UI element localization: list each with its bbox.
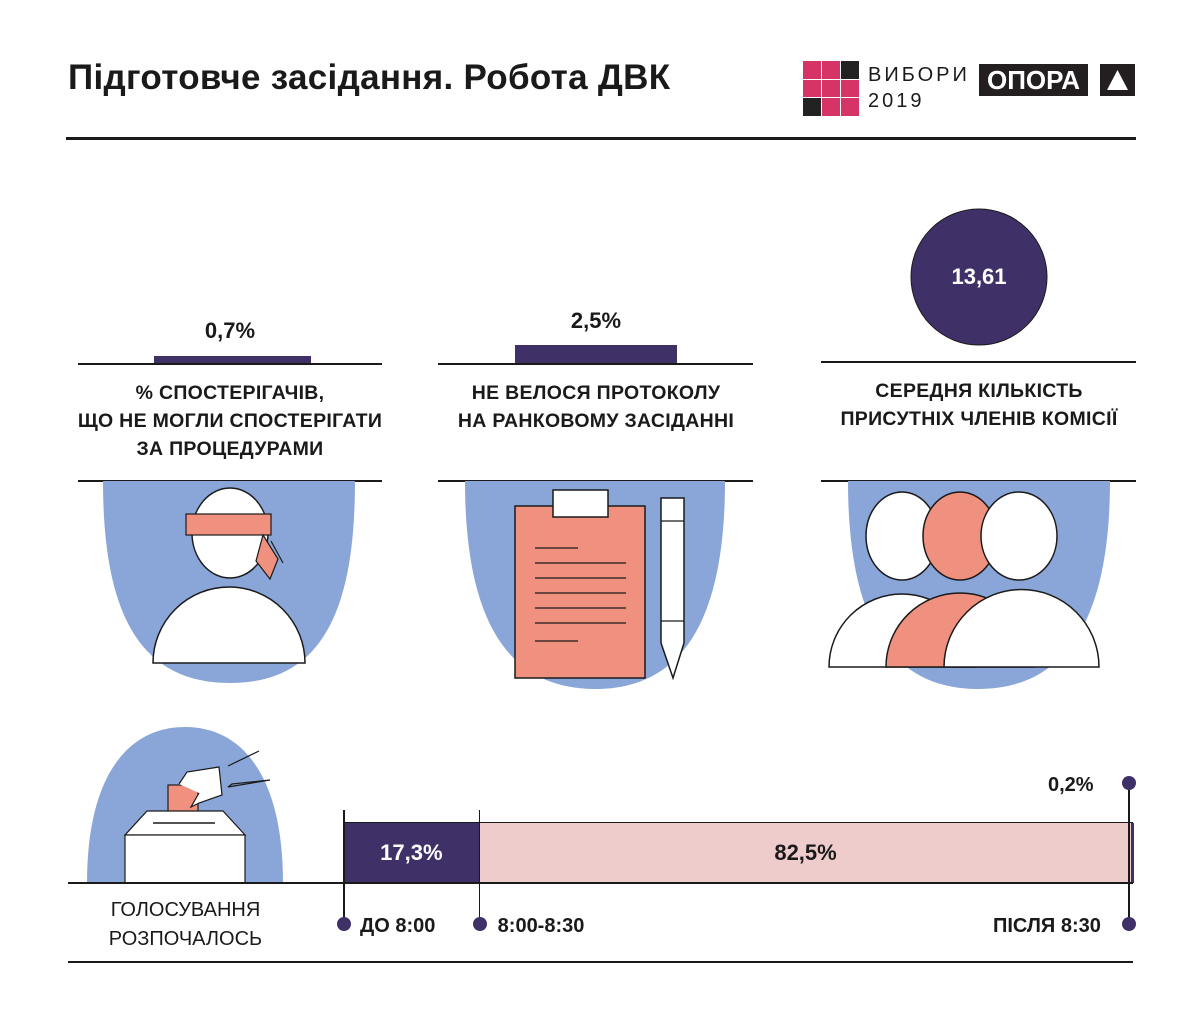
chart-axis <box>68 882 1133 884</box>
marker-dot <box>472 917 487 931</box>
label-line: НЕ ВЕЛОСЯ ПРОТОКОЛУ <box>471 382 721 404</box>
stat-bar-observers <box>154 356 311 364</box>
bar-segment-after-830 <box>1131 823 1135 883</box>
stat-baseline <box>821 361 1136 363</box>
chart-title-line: ГОЛОСУВАННЯ <box>110 899 261 921</box>
opora-triangle-icon <box>1100 64 1135 96</box>
category-label: ДО 8:00 <box>360 915 436 937</box>
label-line: ЗА ПРОЦЕДУРАМИ <box>136 438 324 460</box>
footer-divider <box>68 961 1133 963</box>
vybory-logo-line1: ВИБОРИ <box>868 64 970 86</box>
stat-label-members: СЕРЕДНЯ КІЛЬКІСТЬ ПРИСУТНІХ ЧЛЕНІВ КОМІС… <box>779 377 1179 433</box>
label-line: НА РАНКОВОМУ ЗАСІДАННІ <box>457 410 735 432</box>
header-divider <box>66 137 1136 140</box>
page-title: Підготовче засідання. Робота ДВК <box>68 58 671 97</box>
marker-dot <box>1122 776 1136 790</box>
ballot-box-icon <box>87 727 283 884</box>
divider <box>78 480 382 482</box>
label-line: % СПОСТЕРІГАЧІВ, <box>135 382 325 404</box>
bar-segment-8-to-830: 82,5% <box>479 823 1132 883</box>
clipboard-pen-icon <box>465 481 725 689</box>
stat-baseline <box>78 363 382 365</box>
opora-logo: ОПОРА <box>979 64 1088 96</box>
category-label: 8:00-8:30 <box>497 915 585 937</box>
label-line: СЕРЕДНЯ КІЛЬКІСТЬ <box>875 380 1083 402</box>
stat-bar-protocol <box>515 345 677 364</box>
divider <box>821 480 1136 482</box>
data-label: 82,5% <box>774 840 837 865</box>
marker-dot <box>337 917 351 931</box>
vybory-logo-icon <box>803 61 859 116</box>
commission-members-icon <box>828 481 1110 689</box>
category-label: ПІСЛЯ 8:30 <box>993 915 1101 937</box>
chart-title-line: РОЗПОЧАЛОСЬ <box>108 928 263 950</box>
data-label-after-830: 0,2% <box>1048 774 1094 796</box>
divider <box>438 480 753 482</box>
data-label: 17,3% <box>380 840 443 865</box>
label-line: ПРИСУТНІХ ЧЛЕНІВ КОМІСІЇ <box>840 408 1118 430</box>
chart-title: ГОЛОСУВАННЯ РОЗПОЧАЛОСЬ <box>68 896 303 954</box>
stacked-bar: 17,3% 82,5% <box>343 822 1135 883</box>
stat-value-protocol: 2,5% <box>570 308 622 333</box>
stat-circle-members <box>910 208 1048 346</box>
stat-label-protocol: НЕ ВЕЛОСЯ ПРОТОКОЛУ НА РАНКОВОМУ ЗАСІДАН… <box>396 379 796 435</box>
stat-value-members: 13,61 <box>951 264 1007 289</box>
label-line: ЩО НЕ МОГЛИ СПОСТЕРІГАТИ <box>77 410 383 432</box>
vybory-logo-line2: 2019 <box>868 90 925 112</box>
marker-dot <box>1122 917 1136 931</box>
bar-segment-before-8: 17,3% <box>343 823 480 883</box>
marker-line <box>1128 783 1130 924</box>
stat-label-observers: % СПОСТЕРІГАЧІВ, ЩО НЕ МОГЛИ СПОСТЕРІГАТ… <box>30 379 430 463</box>
vybory-logo-text: ВИБОРИ 2019 <box>868 62 970 114</box>
stat-baseline <box>438 363 753 365</box>
stat-value-observers: 0,7% <box>204 318 256 343</box>
marker-line <box>343 810 345 924</box>
blindfolded-observer-icon <box>103 481 355 683</box>
marker-line <box>478 810 481 924</box>
